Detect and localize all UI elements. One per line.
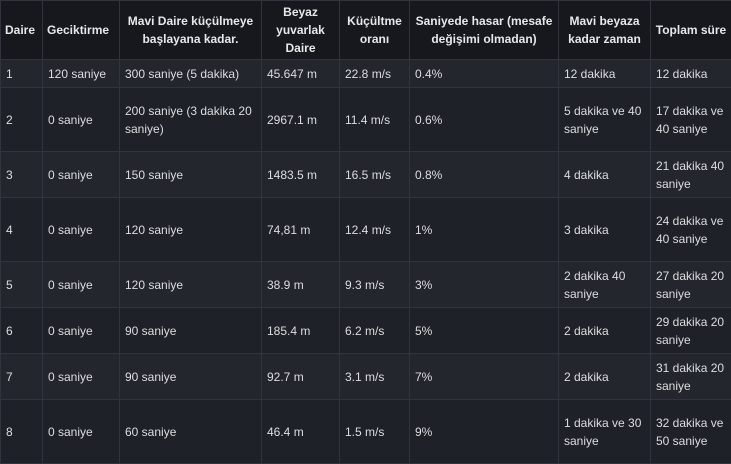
cell-mavi-beyaz-zaman: 2 dakika — [559, 354, 651, 400]
cell-daire: 4 — [1, 198, 43, 262]
cell-daire: 7 — [1, 354, 43, 400]
cell-mavi-beyaz-zaman: 2 dakika 40 saniye — [559, 262, 651, 308]
header-geciktirme: Geciktirme — [43, 1, 120, 60]
cell-daire: 6 — [1, 308, 43, 354]
cell-beyaz-daire: 38.9 m — [262, 262, 340, 308]
cell-toplam-sure: 24 dakika ve 40 saniye — [651, 198, 731, 262]
header-beyaz-daire: Beyaz yuvarlak Daire — [262, 1, 340, 60]
cell-mavi-daire: 90 saniye — [120, 354, 262, 400]
cell-saniyede-hasar: 5% — [410, 308, 559, 354]
cell-daire: 5 — [1, 262, 43, 308]
cell-mavi-daire: 120 saniye — [120, 198, 262, 262]
cell-mavi-daire: 90 saniye — [120, 308, 262, 354]
cell-toplam-sure: 27 dakika 20 saniye — [651, 262, 731, 308]
header-saniyede-hasar: Saniyede hasar (mesafe değişimi olmadan) — [410, 1, 559, 60]
cell-beyaz-daire: 74,81 m — [262, 198, 340, 262]
cell-geciktirme: 0 saniye — [43, 354, 120, 400]
header-row: Daire Geciktirme Mavi Daire küçülmeye ba… — [1, 1, 731, 60]
cell-saniyede-hasar: 0.8% — [410, 152, 559, 198]
cell-geciktirme: 0 saniye — [43, 198, 120, 262]
cell-saniyede-hasar: 0.4% — [410, 60, 559, 88]
cell-saniyede-hasar: 0.6% — [410, 88, 559, 152]
cell-geciktirme: 0 saniye — [43, 152, 120, 198]
cell-mavi-daire: 120 saniye — [120, 262, 262, 308]
cell-geciktirme: 0 saniye — [43, 400, 120, 464]
cell-mavi-beyaz-zaman: 5 dakika ve 40 saniye — [559, 88, 651, 152]
header-daire: Daire — [1, 1, 43, 60]
cell-toplam-sure: 31 dakika 20 saniye — [651, 354, 731, 400]
cell-toplam-sure: 29 dakika 20 saniye — [651, 308, 731, 354]
cell-beyaz-daire: 92.7 m — [262, 354, 340, 400]
cell-saniyede-hasar: 3% — [410, 262, 559, 308]
cell-beyaz-daire: 45.647 m — [262, 60, 340, 88]
cell-kucultme-orani: 3.1 m/s — [340, 354, 410, 400]
cell-toplam-sure: 21 dakika 40 saniye — [651, 152, 731, 198]
header-mavi-daire: Mavi Daire küçülmeye başlayana kadar. — [120, 1, 262, 60]
cell-kucultme-orani: 22.8 m/s — [340, 60, 410, 88]
cell-beyaz-daire: 2967.1 m — [262, 88, 340, 152]
cell-mavi-beyaz-zaman: 4 dakika — [559, 152, 651, 198]
cell-kucultme-orani: 6.2 m/s — [340, 308, 410, 354]
cell-mavi-beyaz-zaman: 2 dakika — [559, 308, 651, 354]
cell-toplam-sure: 17 dakika ve 40 saniye — [651, 88, 731, 152]
cell-geciktirme: 0 saniye — [43, 262, 120, 308]
cell-mavi-daire: 200 saniye (3 dakika 20 saniye) — [120, 88, 262, 152]
cell-geciktirme: 0 saniye — [43, 308, 120, 354]
cell-daire: 2 — [1, 88, 43, 152]
cell-daire: 1 — [1, 60, 43, 88]
cell-toplam-sure: 12 dakika — [651, 60, 731, 88]
cell-daire: 3 — [1, 152, 43, 198]
cell-kucultme-orani: 11.4 m/s — [340, 88, 410, 152]
header-toplam-sure: Toplam süre — [651, 1, 731, 60]
cell-saniyede-hasar: 7% — [410, 354, 559, 400]
cell-geciktirme: 0 saniye — [43, 88, 120, 152]
header-kucultme-orani: Küçültme oranı — [340, 1, 410, 60]
cell-mavi-beyaz-zaman: 3 dakika — [559, 198, 651, 262]
cell-daire: 8 — [1, 400, 43, 464]
cell-kucultme-orani: 12.4 m/s — [340, 198, 410, 262]
cell-beyaz-daire: 185.4 m — [262, 308, 340, 354]
cell-saniyede-hasar: 1% — [410, 198, 559, 262]
cell-mavi-daire: 150 saniye — [120, 152, 262, 198]
cell-kucultme-orani: 9.3 m/s — [340, 262, 410, 308]
cell-geciktirme: 120 saniye — [43, 60, 120, 88]
cell-kucultme-orani: 1.5 m/s — [340, 400, 410, 464]
header-mavi-beyaz-zaman: Mavi beyaza kadar zaman — [559, 1, 651, 60]
cell-saniyede-hasar: 9% — [410, 400, 559, 464]
cell-beyaz-daire: 46.4 m — [262, 400, 340, 464]
cell-mavi-daire: 300 saniye (5 dakika) — [120, 60, 262, 88]
cell-mavi-beyaz-zaman: 1 dakika ve 30 saniye — [559, 400, 651, 464]
cell-beyaz-daire: 1483.5 m — [262, 152, 340, 198]
cell-mavi-beyaz-zaman: 12 dakika — [559, 60, 651, 88]
cell-kucultme-orani: 16.5 m/s — [340, 152, 410, 198]
cell-toplam-sure: 32 dakika ve 50 saniye — [651, 400, 731, 464]
cell-mavi-daire: 60 saniye — [120, 400, 262, 464]
